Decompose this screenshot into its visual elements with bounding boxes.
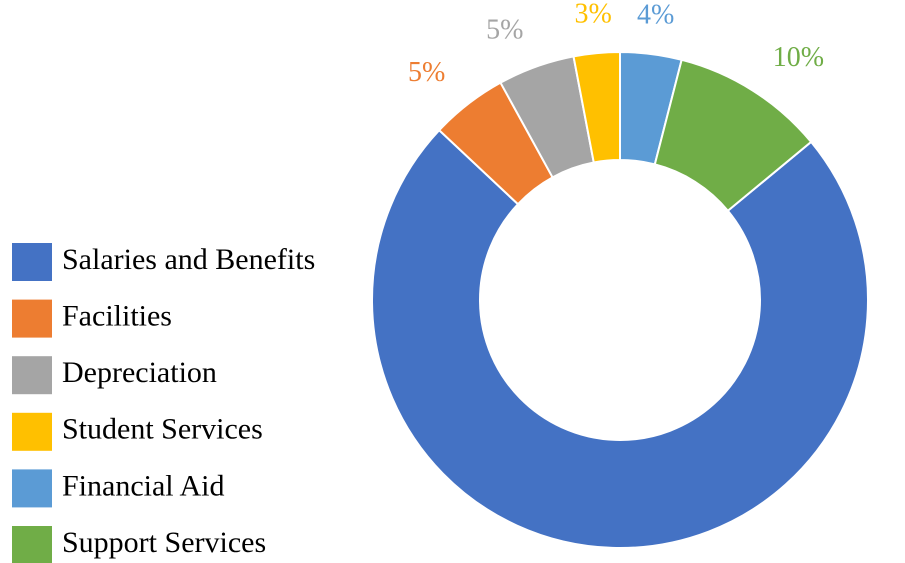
data-label: 10% bbox=[773, 42, 824, 73]
donut-slice bbox=[653, 58, 813, 213]
legend-swatch bbox=[12, 526, 52, 563]
legend-swatch bbox=[12, 412, 52, 451]
legend-swatch bbox=[12, 469, 52, 508]
donut-slice bbox=[371, 128, 869, 549]
data-label: 5% bbox=[486, 14, 523, 45]
legend-label: Financial Aid bbox=[62, 469, 224, 502]
legend-swatch bbox=[12, 356, 52, 395]
legend-label: Facilities bbox=[62, 299, 172, 332]
legend-swatch bbox=[12, 243, 52, 281]
legend-label: Salaries and Benefits bbox=[62, 243, 315, 276]
legend-swatch bbox=[12, 299, 52, 338]
legend-label: Support Services bbox=[62, 526, 266, 559]
legend-label: Depreciation bbox=[62, 356, 217, 389]
data-label: 4% bbox=[637, 0, 674, 31]
data-label: 3% bbox=[575, 0, 612, 30]
data-label: 5% bbox=[408, 57, 445, 88]
legend-label: Student Services bbox=[62, 413, 263, 446]
